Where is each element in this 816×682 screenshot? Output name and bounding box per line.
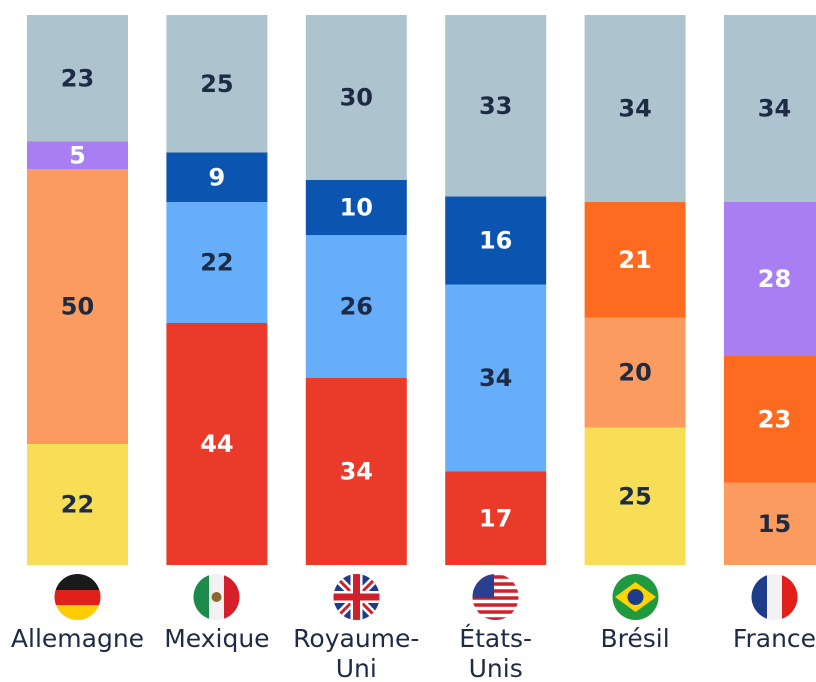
bar-segment: [305, 180, 407, 235]
value-label: 30: [340, 84, 373, 112]
bar-segment: [445, 196, 547, 285]
bar-segment: [445, 15, 547, 197]
value-label: 22: [200, 249, 233, 277]
flag-uk: [333, 574, 380, 620]
bar-segment: [584, 317, 686, 428]
x-tick-label: Uni: [336, 654, 377, 682]
x-tick-label: États-: [459, 624, 532, 653]
flag-usa: [472, 574, 519, 620]
x-tick-label: France: [733, 624, 816, 653]
bar-segment: [166, 15, 268, 153]
bar-segment: [27, 169, 128, 444]
x-tick-label: Brésil: [601, 624, 670, 653]
value-label: 22: [61, 491, 94, 519]
bar-segment: [724, 482, 816, 565]
value-label: 21: [618, 246, 651, 274]
bar-segment: [584, 15, 686, 202]
flag-germany: [54, 574, 101, 620]
bar-segment: [27, 15, 128, 142]
bar-segment: [305, 15, 407, 180]
bar-segment: [166, 152, 268, 202]
bar-segment: [724, 202, 816, 356]
flag-brazil: [612, 574, 659, 620]
value-label: 25: [200, 70, 233, 98]
value-label: 25: [618, 482, 651, 510]
value-label: 20: [618, 359, 651, 387]
bar-segment: [305, 235, 407, 378]
bar-segment: [27, 141, 128, 169]
value-label: 28: [758, 265, 791, 293]
value-label: 5: [69, 141, 86, 169]
x-tick-label: Mexique: [164, 624, 269, 653]
bar-segment: [724, 15, 816, 202]
value-label: 23: [758, 405, 791, 433]
value-label: 17: [479, 504, 512, 532]
bar-segment: [166, 202, 268, 323]
value-label: 34: [618, 95, 651, 123]
value-label: 10: [340, 194, 373, 222]
bar-segment: [445, 471, 547, 565]
bar-segment: [445, 284, 547, 472]
value-label: 23: [61, 64, 94, 92]
value-label: 34: [479, 364, 512, 392]
value-label: 34: [340, 458, 373, 486]
x-tick-label: Royaume-: [293, 624, 419, 653]
bar-segment: [724, 356, 816, 483]
x-tick-label: Allemagne: [11, 624, 144, 653]
value-label: 34: [758, 95, 791, 123]
x-tick-label: Unis: [469, 654, 523, 682]
flag-mexico: [193, 574, 240, 620]
value-label: 15: [758, 510, 791, 538]
bar-segment: [166, 323, 268, 565]
bar-segment: [305, 378, 407, 565]
value-label: 26: [340, 293, 373, 321]
bar-segment: [584, 202, 686, 318]
value-label: 33: [479, 92, 512, 120]
flag-france: [751, 574, 798, 620]
value-label: 9: [209, 163, 226, 191]
value-label: 44: [200, 430, 233, 458]
bar-segment: [584, 427, 686, 565]
value-label: 50: [61, 293, 94, 321]
value-label: 16: [479, 227, 512, 255]
bar-segment: [27, 444, 128, 565]
